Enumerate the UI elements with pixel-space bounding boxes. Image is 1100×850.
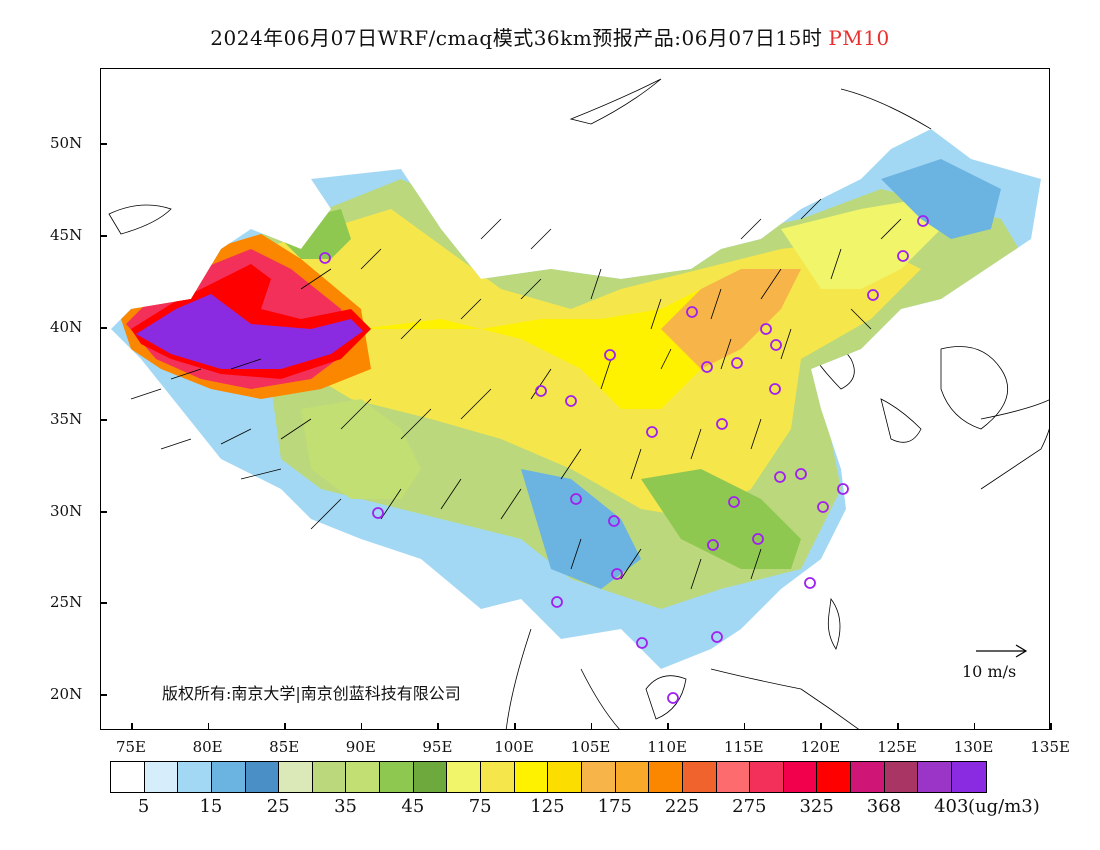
map-panel xyxy=(100,68,1050,730)
lon-tick-mark xyxy=(590,723,593,730)
lon-tick-mark xyxy=(897,723,899,730)
lon-tick-label: 110E xyxy=(647,738,687,756)
legend-color-cell xyxy=(581,762,616,792)
legend-color-cell xyxy=(952,762,986,792)
legend-color-cell xyxy=(413,762,448,792)
legend-tick-label: 15 xyxy=(199,796,223,817)
title-product: PM10 xyxy=(828,26,890,50)
lon-tick-mark xyxy=(514,723,516,730)
copyright-notice: 版权所有:南京大学|南京创蓝科技有限公司 xyxy=(162,684,461,703)
lon-tick-label: 100E xyxy=(494,738,534,756)
legend-color-cell xyxy=(783,762,818,792)
legend-tick-label: 275 xyxy=(732,796,767,817)
legend-color-cell xyxy=(851,762,885,792)
legend-color-cell xyxy=(144,762,179,792)
lon-tick-mark xyxy=(820,723,822,730)
legend-tick-label: 125 xyxy=(530,796,565,817)
legend-color-cell xyxy=(211,762,246,792)
legend-tick-label: 45 xyxy=(401,796,425,817)
lon-tick-label: 115E xyxy=(724,738,764,756)
legend-color-cell xyxy=(514,762,549,792)
lon-tick-mark xyxy=(360,723,363,730)
legend-color-cell xyxy=(481,762,515,792)
lon-tick-mark xyxy=(973,723,976,730)
legend-color-cell xyxy=(649,762,683,792)
lat-tick-mark xyxy=(100,327,107,329)
legend-tick-label: 35 xyxy=(334,796,357,817)
legend-color-cell xyxy=(817,762,852,792)
lon-tick-label: 130E xyxy=(953,738,994,756)
lat-tick-label: 45N xyxy=(50,226,83,244)
wind-scale-arrow xyxy=(976,644,1028,658)
wind-scale-label: 10 m/s xyxy=(962,662,1017,681)
legend-color-cell xyxy=(312,762,347,792)
lon-tick-label: 95E xyxy=(422,738,453,756)
lat-tick-mark xyxy=(100,143,107,145)
legend-tick-label: 5 xyxy=(137,796,150,817)
legend-color-cell xyxy=(380,762,414,792)
lon-tick-mark xyxy=(667,723,669,730)
lat-tick-mark xyxy=(100,694,107,696)
pollution-map xyxy=(108,78,1049,729)
lon-tick-label: 105E xyxy=(570,738,611,756)
lon-tick-mark xyxy=(207,723,210,730)
legend-tick-label: 25 xyxy=(266,796,290,817)
wind-vector-layer xyxy=(130,198,902,590)
legend-units: (ug/m3) xyxy=(968,796,1040,817)
lon-tick-label: 90E xyxy=(345,738,376,756)
legend-color-cell xyxy=(178,762,212,792)
legend-color-cell xyxy=(548,762,582,792)
lat-tick-mark xyxy=(100,511,107,513)
legend-color-cell xyxy=(716,762,751,792)
lat-tick-label: 30N xyxy=(50,502,83,520)
legend-color-cell xyxy=(447,762,482,792)
lon-tick-mark xyxy=(131,723,133,730)
legend-color-cell xyxy=(884,762,919,792)
coastline-layer xyxy=(108,78,1049,729)
legend-tick-label: 368 xyxy=(866,796,902,817)
lon-tick-label: 135E xyxy=(1030,738,1070,756)
map-title: 2024年06月07日WRF/cmaq模式36km预报产品:06月07日15时 P… xyxy=(0,22,1100,51)
lon-tick-label: 125E xyxy=(877,738,917,756)
legend-color-cell xyxy=(682,762,717,792)
legend-color-cell xyxy=(245,762,280,792)
legend-tick-label: 325 xyxy=(799,796,834,817)
title-main: 2024年06月07日WRF/cmaq模式36km预报产品:06月07日15时 xyxy=(210,26,823,50)
lat-tick-label: 25N xyxy=(50,593,83,611)
legend-tick-label: 225 xyxy=(664,796,700,817)
legend-tick-label: 403 xyxy=(934,796,969,817)
color-legend-bar xyxy=(110,761,987,793)
lat-tick-mark xyxy=(100,419,107,421)
lon-tick-label: 120E xyxy=(800,738,841,756)
lat-tick-label: 40N xyxy=(50,318,83,336)
legend-color-cell xyxy=(615,762,650,792)
lat-tick-mark xyxy=(100,235,107,237)
legend-color-cell xyxy=(111,762,145,792)
lat-tick-label: 35N xyxy=(50,410,83,428)
lon-tick-label: 85E xyxy=(269,738,300,756)
lon-tick-mark xyxy=(437,723,439,730)
station-markers xyxy=(319,215,929,704)
legend-color-cell xyxy=(750,762,784,792)
legend-tick-label: 175 xyxy=(597,796,632,817)
lon-tick-mark xyxy=(1050,723,1052,730)
legend-color-cell xyxy=(346,762,381,792)
lat-tick-label: 20N xyxy=(50,685,83,703)
legend-tick-label: 75 xyxy=(468,796,492,817)
lon-tick-label: 75E xyxy=(115,738,147,756)
legend-color-cell xyxy=(279,762,313,792)
lat-tick-mark xyxy=(100,602,107,604)
legend-color-cell xyxy=(918,762,953,792)
lon-tick-mark xyxy=(743,723,746,730)
lat-tick-label: 50N xyxy=(50,134,83,152)
lon-tick-mark xyxy=(284,723,286,730)
lon-tick-label: 80E xyxy=(192,738,223,756)
